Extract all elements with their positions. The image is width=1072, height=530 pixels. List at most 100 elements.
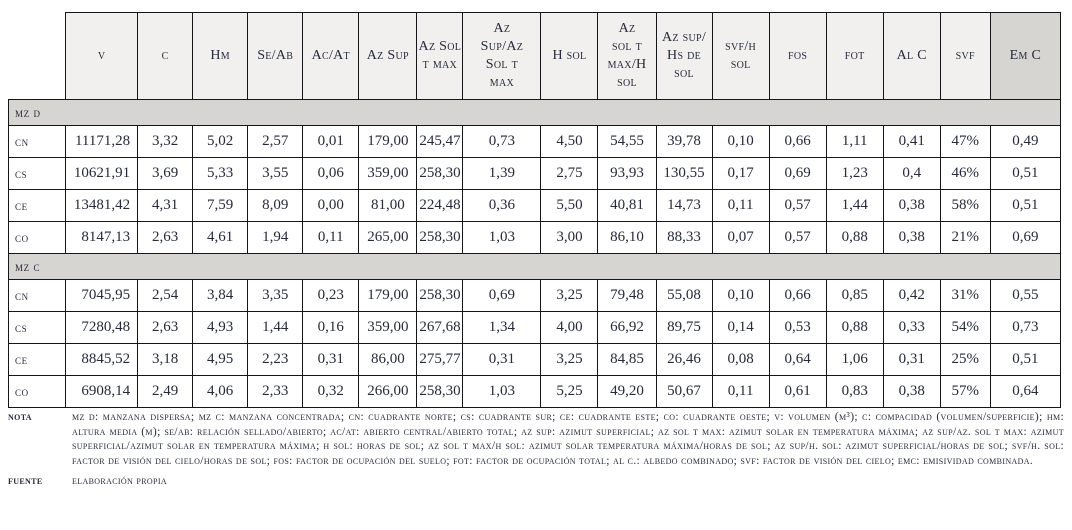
table-cell: 3,25	[540, 279, 599, 312]
table-cell: 0,61	[768, 375, 827, 408]
table-cell: 8147,13	[65, 221, 139, 254]
note-row: nota mz d: manzana dispersa; mz c: manza…	[8, 410, 1064, 469]
table-cell: 13481,42	[65, 189, 139, 222]
table-cell: 4,50	[540, 125, 599, 158]
table-cell: 1,34	[462, 311, 542, 344]
table-cell: 1,39	[462, 157, 542, 190]
table-cell: 0,69	[989, 221, 1062, 254]
table-cell: 5,02	[192, 125, 249, 158]
table-cell: 0,00	[302, 189, 360, 222]
table-cell: 0,10	[711, 125, 770, 158]
table-cell: 0,73	[462, 125, 542, 158]
table-cell: 0,11	[711, 375, 770, 408]
table-header-row: v c Hm Se/Ab Ac/At Az Sup Az Sol t max A…	[9, 12, 1062, 100]
table-cell: 0,42	[882, 279, 941, 312]
table-cell: 4,31	[137, 189, 194, 222]
column-header-al-c: Al C	[882, 12, 941, 100]
table-cell: 4,61	[192, 221, 249, 254]
table-cell: 1,06	[825, 343, 884, 376]
table-cell: 66,92	[597, 311, 657, 344]
table-row: cs 7280,48 2,63 4,93 1,44 0,16 359,00 267,68 1,3…	[7, 311, 1062, 344]
group-header-row: mz c	[8, 253, 1061, 280]
table-cell: 0,11	[711, 189, 770, 222]
table-cell: 6908,14	[65, 375, 139, 408]
table-cell: 0,55	[989, 279, 1062, 312]
table-cell: 1,94	[247, 221, 304, 254]
table-cell: 2,63	[137, 221, 194, 254]
table-cell: 266,00	[358, 375, 418, 408]
table-cell: 88,33	[655, 221, 713, 254]
group-label: mz c	[8, 253, 1061, 280]
table-cell: 179,00	[358, 279, 418, 312]
table-cell: 0,49	[989, 125, 1062, 158]
table-cell: 79,48	[597, 279, 657, 312]
table-cell: 0,31	[882, 343, 941, 376]
table-cell: 4,00	[540, 311, 599, 344]
table-cell: 224,48	[416, 189, 464, 222]
corner-blank-cell	[9, 13, 66, 100]
table-cell: 40,81	[597, 189, 657, 222]
table-cell: 0,57	[768, 189, 827, 222]
table-cell: 54%	[939, 311, 991, 344]
table-cell: 2,75	[540, 157, 599, 190]
group-header-row: mz d	[8, 99, 1061, 126]
table-cell: 0,85	[825, 279, 884, 312]
row-label: co	[7, 375, 67, 408]
table-cell: 1,03	[462, 221, 542, 254]
column-header-se-ab: Se/Ab	[247, 12, 304, 100]
column-header-az-sup-az-sol-t-max: Az Sup/Az Sol t max	[462, 12, 542, 100]
table-cell: 5,33	[192, 157, 249, 190]
table-cell: 0,38	[882, 189, 941, 222]
table-cell: 0,4	[882, 157, 941, 190]
table-cell: 11171,28	[65, 125, 139, 158]
column-header-az-sup-hs-de-sol: Az sup/ Hs de sol	[655, 12, 713, 100]
table-cell: 57%	[939, 375, 991, 408]
table-header: v c Hm Se/Ab Ac/At Az Sup Az Sol t max A…	[9, 12, 1062, 100]
table-cell: 0,23	[302, 279, 360, 312]
table-cell: 46%	[939, 157, 991, 190]
table-row: cn 7045,95 2,54 3,84 3,35 0,23 179,00 258,30 0,6…	[7, 279, 1062, 312]
table-row: ce 8845,52 3,18 4,95 2,23 0,31 86,00 275,77 0,31…	[7, 343, 1062, 376]
table-cell: 2,23	[247, 343, 304, 376]
column-header-ac-at: Ac/At	[302, 12, 360, 100]
table-cell: 0,33	[882, 311, 941, 344]
row-label: ce	[7, 343, 67, 376]
row-label: ce	[7, 189, 67, 222]
table-cell: 3,25	[540, 343, 599, 376]
table-cell: 0,88	[825, 221, 884, 254]
table-cell: 0,66	[768, 279, 827, 312]
note-text: mz d: manzana dispersa; mz c: manzana co…	[72, 411, 1064, 468]
table-cell: 258,30	[416, 157, 464, 190]
metrics-table: v c Hm Se/Ab Ac/At Az Sup Az Sol t max A…	[7, 12, 1062, 408]
table-cell: 5,50	[540, 189, 599, 222]
table-cell: 0,66	[768, 125, 827, 158]
table-cell: 2,33	[247, 375, 304, 408]
column-header-fos: fos	[768, 12, 827, 100]
table-cell: 39,78	[655, 125, 713, 158]
table-cell: 0,88	[825, 311, 884, 344]
column-header-fot: fot	[825, 12, 884, 100]
column-header-c: c	[137, 12, 194, 100]
table-cell: 89,75	[655, 311, 713, 344]
table-cell: 2,57	[247, 125, 304, 158]
table-cell: 0,31	[462, 343, 542, 376]
table-cell: 86,10	[597, 221, 657, 254]
column-header-az-sol-t-max: Az Sol t max	[416, 12, 464, 100]
table-cell: 0,14	[711, 311, 770, 344]
table-cell: 0,07	[711, 221, 770, 254]
table-cell: 245,47	[416, 125, 464, 158]
table-cell: 0,32	[302, 375, 360, 408]
table-cell: 81,00	[358, 189, 418, 222]
table-cell: 3,84	[192, 279, 249, 312]
column-header-hm: Hm	[192, 12, 249, 100]
row-label: co	[7, 221, 67, 254]
column-header-svf-h-sol: svf/h sol	[711, 12, 770, 100]
table-cell: 3,55	[247, 157, 304, 190]
table-cell: 10621,91	[65, 157, 139, 190]
column-header-az-sol-t-max-h-sol: Az sol t max/H sol	[597, 12, 657, 100]
table-cell: 1,23	[825, 157, 884, 190]
table-row: cs 10621,91 3,69 5,33 3,55 0,06 359,00 258,30 1,…	[7, 157, 1062, 190]
table-cell: 3,69	[137, 157, 194, 190]
table-cell: 0,41	[882, 125, 941, 158]
